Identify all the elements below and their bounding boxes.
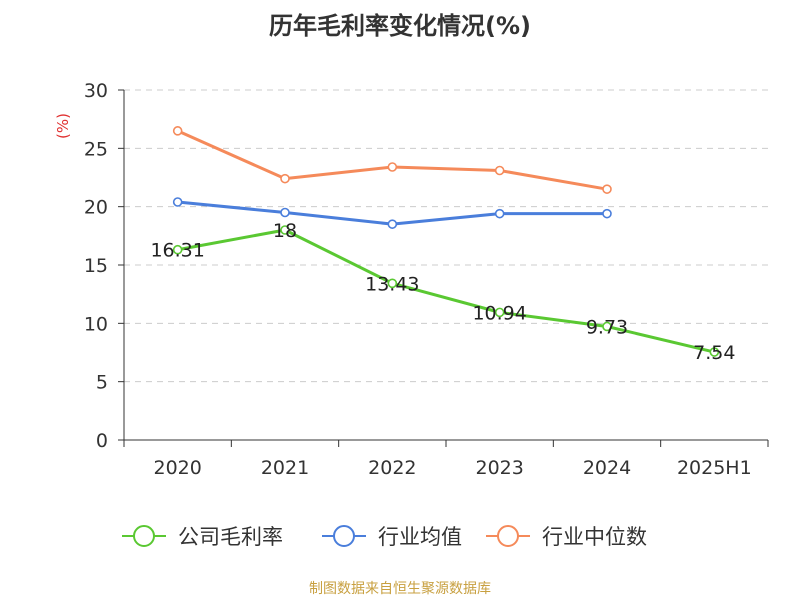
legend-marker — [133, 525, 155, 547]
series-line-2 — [177, 129, 608, 191]
legend-label: 行业中位数 — [542, 525, 647, 549]
x-tick-label: 2020 — [153, 457, 201, 479]
legend-label: 行业均值 — [378, 525, 462, 549]
x-tick-label: 2022 — [368, 457, 416, 479]
y-tick-label: 10 — [84, 313, 108, 335]
y-tick-label: 0 — [96, 430, 108, 452]
chart-title: 历年毛利率变化情况(%) — [269, 12, 531, 40]
x-tick-label: 2024 — [583, 457, 631, 479]
data-point — [172, 197, 183, 207]
source-note: 制图数据来自恒生聚源数据库 — [309, 581, 491, 597]
data-point — [387, 219, 398, 229]
data-label: 7.54 — [693, 342, 735, 364]
x-tick-label: 2023 — [475, 457, 523, 479]
data-point — [494, 307, 505, 318]
data-point — [602, 208, 612, 219]
legend-marker — [333, 525, 355, 547]
data-label: 10.94 — [472, 302, 526, 324]
data-point — [387, 162, 398, 172]
legend-marker — [497, 525, 519, 547]
data-point — [172, 126, 183, 136]
data-point — [602, 184, 612, 194]
data-label: 18 — [273, 220, 297, 242]
data-point — [280, 225, 290, 235]
x-tick-label: 2025H1 — [677, 457, 752, 479]
data-point — [709, 347, 720, 357]
data-point — [172, 244, 183, 255]
data-label: 16.31 — [150, 240, 204, 262]
data-point — [494, 208, 505, 219]
series-line-0 — [177, 228, 715, 354]
y-tick-label: 30 — [84, 80, 108, 102]
data-label: 9.73 — [586, 316, 628, 338]
data-label: 13.43 — [365, 273, 419, 295]
y-tick-label: 25 — [84, 138, 108, 160]
data-point — [494, 165, 505, 176]
y-tick-label: 20 — [84, 197, 108, 219]
y-axis-title: (%) — [54, 113, 72, 139]
data-point — [280, 207, 290, 218]
legend-label: 公司毛利率 — [178, 525, 283, 549]
y-tick-label: 5 — [96, 372, 108, 394]
data-point — [602, 321, 612, 332]
y-tick-label: 15 — [84, 255, 108, 277]
x-tick-label: 2021 — [261, 457, 309, 479]
data-point — [280, 173, 290, 184]
data-point — [387, 278, 398, 289]
